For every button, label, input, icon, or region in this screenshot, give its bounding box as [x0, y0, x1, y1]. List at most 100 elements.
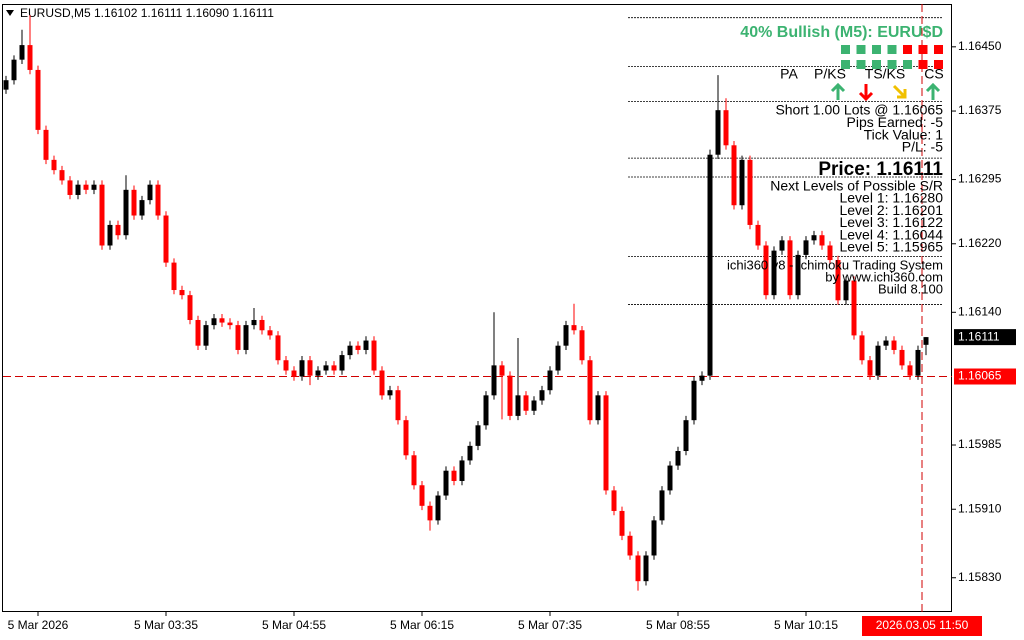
candle-body [843, 280, 849, 301]
candle-body [283, 360, 289, 371]
x-tick-label: 5 Mar 10:15 [774, 618, 838, 632]
signal-square [918, 45, 928, 54]
menu-triangle[interactable] [6, 10, 14, 16]
candle-body [731, 145, 737, 206]
candle-body [619, 510, 625, 536]
candle-body [763, 245, 769, 296]
info-text: Short 1.00 Lots @ 1.16065 [775, 102, 943, 118]
candle-body [491, 365, 497, 396]
candle-body [243, 325, 249, 350]
signal-square [856, 60, 866, 69]
plot-frame [2, 4, 952, 612]
candle-body [259, 319, 265, 331]
x-tick-label: 5 Mar 07:35 [518, 618, 582, 632]
candle-body [171, 262, 177, 291]
candle-body [867, 360, 873, 376]
candle-body [475, 425, 481, 446]
y-tick-label: 1.15830 [958, 570, 1002, 584]
candle-body [299, 360, 305, 377]
candle-body [547, 370, 553, 391]
signal-square [872, 45, 881, 54]
candle-body [419, 485, 425, 506]
signal-square [841, 45, 850, 54]
signal-arrow [858, 84, 874, 102]
candle-body [59, 170, 65, 181]
candle-body [923, 337, 929, 345]
y-tick-label: 1.16450 [958, 39, 1002, 53]
trade-price-tag [954, 368, 1016, 385]
candle-body [91, 184, 97, 190]
candle-body [899, 349, 905, 366]
candle-body [275, 335, 281, 361]
candle-body [707, 154, 713, 376]
x-tick-label: 5 Mar 08:55 [646, 618, 710, 632]
signal-square [887, 60, 897, 69]
signal-square [856, 45, 866, 54]
candle-body [291, 370, 297, 377]
y-tick-label: 1.16220 [958, 236, 1002, 250]
signal-arrow [892, 84, 907, 99]
candle-body [787, 240, 793, 296]
candle-body [195, 319, 201, 346]
candle-body [27, 45, 33, 70]
signal-arrow [830, 82, 846, 100]
signal-square [918, 60, 928, 69]
candle-body [451, 470, 457, 481]
candle-body [627, 535, 633, 556]
current-price-tag [954, 329, 1016, 346]
info-text: P/L: -5 [902, 139, 943, 155]
indicator-label: CS [924, 66, 943, 82]
candle-body [459, 460, 465, 481]
candle-body [587, 360, 593, 421]
candle-body [747, 159, 753, 225]
indicator-label: PA [780, 66, 798, 82]
candle-body [755, 224, 761, 246]
signal-title: 40% Bullish (M5): EURU$D [740, 24, 943, 41]
candle-body [699, 375, 705, 381]
candle-body [211, 318, 217, 326]
y-tick-label: 1.15985 [958, 437, 1002, 451]
candle-body [443, 470, 449, 496]
candle-body [875, 345, 881, 376]
info-text: by www.ichi360.com [825, 269, 943, 284]
candle-body [379, 370, 385, 396]
candle-body [667, 465, 673, 491]
candle-body [739, 159, 745, 206]
info-text: Level 3: 1.16122 [839, 214, 943, 230]
candle-body [603, 395, 609, 491]
candle-body [203, 325, 209, 346]
candle-body [643, 555, 649, 582]
x-tick-label: 5 Mar 2026 [8, 618, 69, 632]
candle-body [347, 345, 353, 356]
indicator-label: P/KS [814, 66, 846, 82]
candle-body [155, 184, 161, 216]
candle-body [395, 390, 401, 421]
candle-body [107, 224, 113, 246]
info-text: ichi360 v8 - Ichimoku Trading System [727, 257, 943, 272]
candle-body [691, 380, 697, 421]
candle-body [803, 240, 809, 255]
candle-body [339, 355, 345, 371]
candle-body [483, 395, 489, 426]
candle-body [835, 260, 841, 301]
candle-body [35, 69, 41, 130]
x-tick-label: 5 Mar 03:35 [134, 618, 198, 632]
info-text: Level 5: 1.15965 [839, 239, 943, 255]
candle-body [323, 365, 329, 371]
candle-body [411, 455, 417, 486]
y-tick-label: 1.16295 [958, 172, 1002, 186]
candle-body [363, 340, 369, 350]
signal-square [934, 60, 943, 69]
price-text: Price: 1.16111 [818, 159, 943, 180]
x-tick-label: 5 Mar 04:55 [262, 618, 326, 632]
candle-body [851, 280, 857, 336]
candle-body [251, 319, 257, 326]
candle-body [75, 184, 81, 195]
signal-square [903, 45, 912, 54]
candle-body [771, 250, 777, 296]
info-text: Level 2: 1.16201 [839, 202, 943, 218]
candle-body [467, 445, 473, 461]
signal-square [887, 45, 897, 54]
indicator-label: TS/KS [865, 66, 905, 82]
candle-body [147, 184, 153, 201]
